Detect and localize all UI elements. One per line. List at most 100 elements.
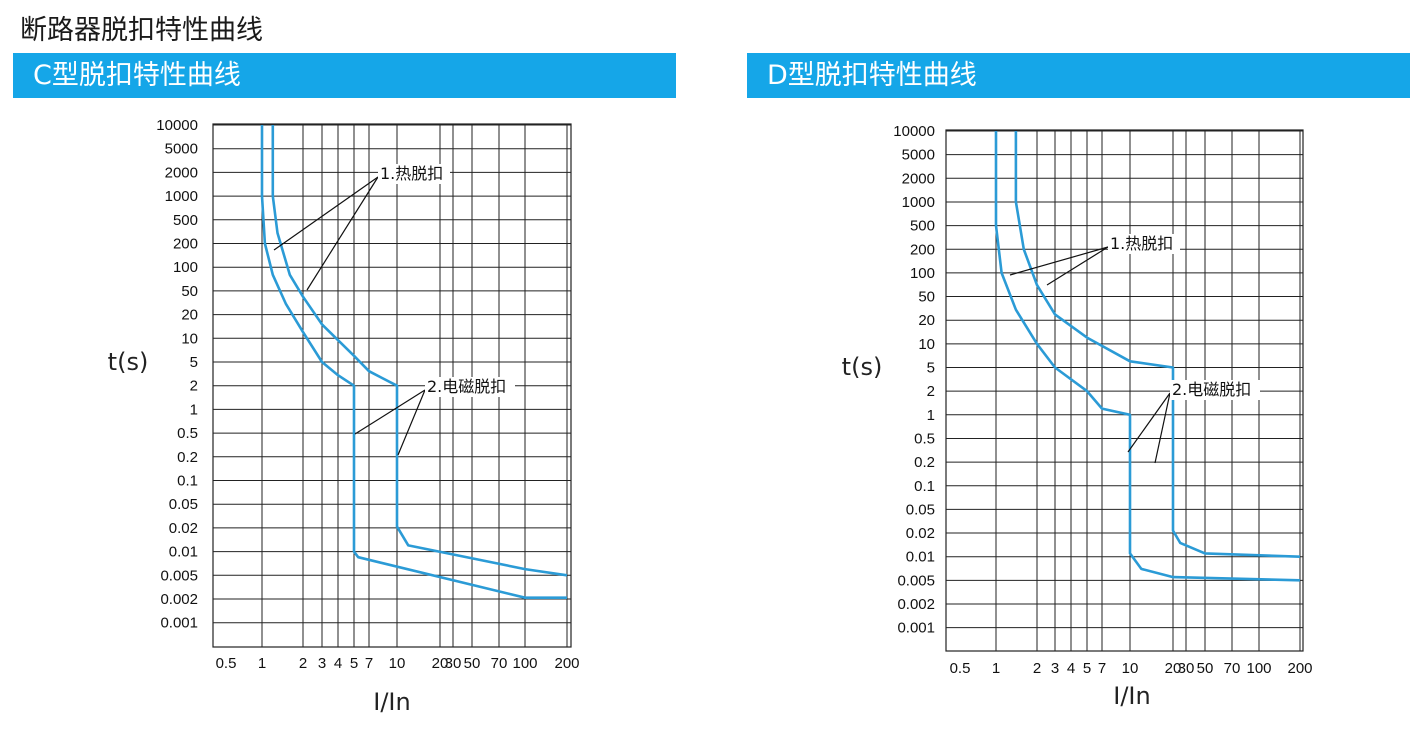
x-tick-label: 30 bbox=[445, 655, 462, 672]
y-tick-label: 1 bbox=[927, 407, 935, 424]
x-tick-label: 200 bbox=[1287, 660, 1312, 677]
annotation-leader bbox=[1154, 392, 1171, 464]
annotation-leader bbox=[1127, 392, 1171, 453]
y-tick-label: 0.005 bbox=[897, 572, 935, 589]
y-tick-label: 2 bbox=[190, 378, 198, 395]
y-tick-label: 5 bbox=[190, 354, 198, 371]
annotation-leader bbox=[306, 176, 379, 291]
x-tick-label: 3 bbox=[318, 655, 326, 672]
x-tick-label: 4 bbox=[1067, 660, 1075, 677]
d-type-header: D型脱扣特性曲线 bbox=[747, 53, 1410, 98]
annotation-bg bbox=[378, 164, 450, 184]
y-tick-label: 1000 bbox=[165, 188, 198, 205]
y-tick-label: 0.002 bbox=[897, 596, 935, 613]
annotation-thermal: 1.热脱扣 bbox=[380, 164, 443, 183]
annotation-leader bbox=[397, 389, 426, 456]
annotation-leader bbox=[273, 176, 379, 251]
y-tick-label: 0.001 bbox=[160, 615, 198, 632]
y-tick-label: 20 bbox=[181, 307, 198, 324]
y-tick-label: 50 bbox=[181, 283, 198, 300]
x-tick-label: 30 bbox=[1178, 660, 1195, 677]
annotation-bg bbox=[1108, 234, 1180, 254]
x-tick-label: 20 bbox=[1165, 660, 1182, 677]
y-tick-label: 200 bbox=[910, 241, 935, 258]
y-tick-label: 1 bbox=[190, 401, 198, 418]
trip-curve-1 bbox=[994, 131, 1301, 582]
x-tick-label: 70 bbox=[491, 655, 508, 672]
y-tick-label: 10 bbox=[181, 330, 198, 347]
y-tick-label: 500 bbox=[910, 218, 935, 235]
x-tick-label: 0.5 bbox=[216, 655, 237, 672]
annotation-leader bbox=[1009, 246, 1109, 276]
chart-c: 10000 5000 2000 1000 500 200 100 50 20 10 5 2 1 0.5 0.… bbox=[108, 117, 580, 716]
x-tick-label: 0.5 bbox=[950, 660, 971, 677]
plot-frame bbox=[945, 129, 1304, 652]
y-tick-label: 100 bbox=[910, 265, 935, 282]
y-tick-label: 100 bbox=[173, 259, 198, 276]
x-tick-label: 4 bbox=[334, 655, 342, 672]
y-axis-title: t(s) bbox=[842, 353, 883, 381]
y-tick-label: 10000 bbox=[893, 123, 935, 140]
chart-d: 10000 5000 2000 1000 500 200 100 50 20 10 5 2 1 0.5 0.… bbox=[842, 123, 1313, 710]
trip-curve-2 bbox=[1014, 131, 1301, 558]
x-tick-label: 2 bbox=[299, 655, 307, 672]
x-tick-label: 7 bbox=[365, 655, 373, 672]
annotation-leader bbox=[1046, 246, 1109, 286]
x-tick-label: 1 bbox=[258, 655, 266, 672]
y-tick-label: 0.02 bbox=[169, 520, 198, 537]
y-tick-label: 1000 bbox=[902, 194, 935, 211]
y-tick-label: 0.05 bbox=[906, 501, 935, 518]
y-tick-label: 0.05 bbox=[169, 496, 198, 513]
y-tick-label: 2000 bbox=[902, 170, 935, 187]
y-tick-label: 0.01 bbox=[906, 549, 935, 566]
x-tick-label: 10 bbox=[1122, 660, 1139, 677]
x-tick-label: 20 bbox=[432, 655, 449, 672]
y-tick-label: 10 bbox=[918, 336, 935, 353]
x-tick-label: 100 bbox=[1246, 660, 1271, 677]
y-tick-label: 5000 bbox=[902, 147, 935, 164]
y-tick-label: 0.001 bbox=[897, 620, 935, 637]
y-tick-label: 200 bbox=[173, 236, 198, 253]
annotation-magnetic: 2.电磁脱扣 bbox=[1172, 380, 1251, 399]
y-tick-label: 0.005 bbox=[160, 567, 198, 584]
x-tick-label: 2 bbox=[1033, 660, 1041, 677]
y-tick-label: 0.2 bbox=[914, 454, 935, 471]
y-tick-label: 5 bbox=[927, 360, 935, 377]
y-tick-label: 2000 bbox=[165, 164, 198, 181]
y-axis-title: t(s) bbox=[108, 348, 149, 376]
y-tick-label: 0.5 bbox=[177, 425, 198, 442]
x-tick-label: 10 bbox=[389, 655, 406, 672]
y-tick-label: 0.02 bbox=[906, 525, 935, 542]
y-tick-label: 10000 bbox=[156, 117, 198, 134]
x-tick-label: 50 bbox=[1197, 660, 1214, 677]
y-tick-label: 500 bbox=[173, 212, 198, 229]
x-axis-title: I/In bbox=[1113, 682, 1150, 710]
x-tick-label: 50 bbox=[464, 655, 481, 672]
x-axis-title: I/In bbox=[373, 688, 410, 716]
x-tick-label: 7 bbox=[1098, 660, 1106, 677]
annotation-bg bbox=[1170, 380, 1260, 400]
y-tick-label: 50 bbox=[918, 289, 935, 306]
x-tick-label: 100 bbox=[512, 655, 537, 672]
x-tick-label: 70 bbox=[1224, 660, 1241, 677]
y-tick-label: 0.01 bbox=[169, 544, 198, 561]
x-tick-label: 1 bbox=[992, 660, 1000, 677]
annotation-leader bbox=[354, 389, 426, 435]
y-tick-label: 0.2 bbox=[177, 449, 198, 466]
trip-curve-2 bbox=[271, 125, 568, 577]
y-tick-label: 0.1 bbox=[914, 478, 935, 495]
y-tick-label: 0.1 bbox=[177, 473, 198, 490]
annotation-bg bbox=[425, 377, 515, 397]
annotation-thermal: 1.热脱扣 bbox=[1110, 234, 1173, 253]
y-tick-label: 0.002 bbox=[160, 591, 198, 608]
x-tick-label: 5 bbox=[350, 655, 358, 672]
x-tick-label: 5 bbox=[1083, 660, 1091, 677]
x-tick-label: 3 bbox=[1051, 660, 1059, 677]
annotation-magnetic: 2.电磁脱扣 bbox=[427, 377, 506, 396]
trip-curve-1 bbox=[260, 125, 567, 599]
y-tick-label: 0.5 bbox=[914, 430, 935, 447]
c-type-header: C型脱扣特性曲线 bbox=[13, 53, 676, 98]
y-tick-label: 20 bbox=[918, 312, 935, 329]
y-tick-label: 2 bbox=[927, 383, 935, 400]
